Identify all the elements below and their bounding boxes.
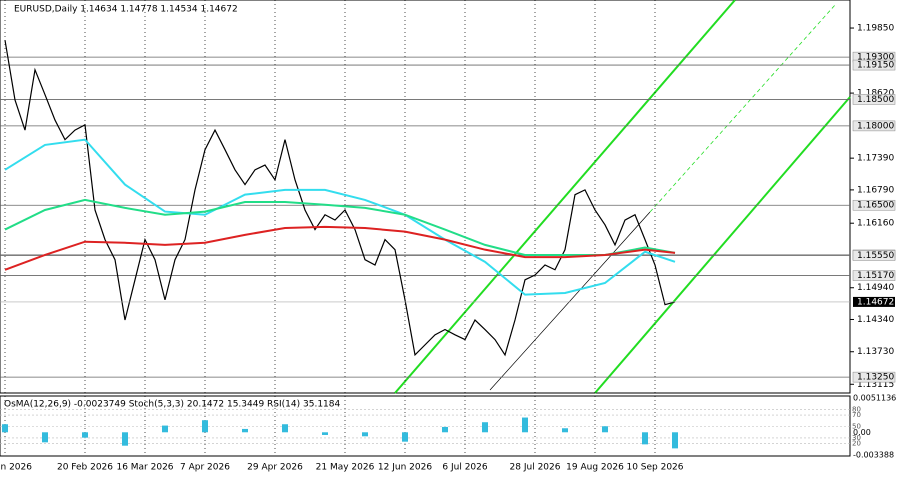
osma-bar [642,432,648,445]
level-label-box [852,120,896,132]
current-price-box [853,296,895,307]
level-label: 1.16500 [857,201,894,211]
oscillator-title: OsMA(12,26,9) -0.0023749 Stoch(5,3,3) 20… [4,400,340,410]
level-label: 1.15170 [857,271,894,281]
osc-level-label: 70 [852,411,861,419]
level-label-box [852,199,896,211]
y-tick-label: 1.17390 [857,154,894,164]
level-label: 1.15550 [857,251,894,261]
x-tick-label: 7 Apr 2026 [180,463,230,473]
osma-bar [482,422,488,433]
x-tick-label: 28 Jul 2026 [510,463,561,473]
level-label-box [852,270,896,281]
y-tick-label: 1.13115 [857,380,894,390]
channel-line [394,0,736,394]
osma-bar [402,432,408,442]
osma-bar [362,432,368,437]
current-price-label: 1.14672 [857,297,894,307]
y-tick-label: 1.16160 [857,219,894,229]
osma-bar [242,428,248,433]
y-tick-label: 1.19850 [857,24,894,34]
series-line [4,225,676,271]
level-label-box [852,250,896,261]
y-tick-label: 1.13730 [857,347,894,357]
level-label: 1.18500 [857,95,894,105]
main-panel [0,0,851,394]
x-tick-label: 21 May 2026 [316,463,375,473]
series-line [4,40,676,357]
osma-bar [602,426,608,433]
trend-line [489,211,651,391]
osma-bar [202,420,208,433]
osma-bar [522,417,528,433]
osma-bar [282,424,288,433]
osc-tick-label: 0.00 [853,428,871,437]
level-label: 1.18000 [857,121,894,131]
level-label-box [852,94,896,105]
x-tick-label: 29 Apr 2026 [247,463,303,473]
chart-title: EURUSD,Daily 1.14634 1.14778 1.14534 1.1… [14,5,238,15]
osma-bar [2,424,8,433]
level-label: 1.13250 [857,373,894,383]
osma-bar [442,426,448,433]
osma-bar [162,425,168,433]
channel-line [594,96,851,394]
osma-bar [122,432,128,446]
y-tick-label: 1.14940 [857,283,894,293]
osma-bar [82,432,88,438]
level-label-box [852,371,896,383]
y-tick-label: 1.14340 [857,315,894,325]
oscillator-panel [0,395,851,457]
series-line [4,198,676,256]
series-line [4,138,676,296]
osc-tick-label: 0.0051136 [853,394,896,403]
osma-bar [672,432,678,449]
x-tick-label: 12 Jun 2026 [378,463,432,473]
y-tick-label: 1.18620 [857,89,894,99]
osma-bar [562,428,568,433]
y-tick-label: 1.16790 [857,185,894,195]
osc-level-label: 30 [852,434,861,442]
x-tick-label: 20 Feb 2026 [57,463,113,473]
osc-tick-label: -0.003388 [853,451,894,460]
osc-level-label: 50 [852,423,861,431]
osc-level-label: 80 [852,405,861,413]
level-label: 1.19300 [857,53,894,63]
level-label: 1.19150 [857,61,894,71]
x-tick-label: 10 Sep 2026 [626,463,683,473]
x-tick-label: 6 Jul 2026 [442,463,487,473]
trend-line [649,4,836,213]
osma-bar [322,432,328,435]
osma-bar [42,432,48,443]
osc-level-label: 20 [852,440,861,448]
x-tick-label: 19 Aug 2026 [566,463,624,473]
x-tick-label: 29 Jan 2026 [0,463,32,473]
x-tick-label: 16 Mar 2026 [116,463,173,473]
level-label-box [852,59,896,71]
